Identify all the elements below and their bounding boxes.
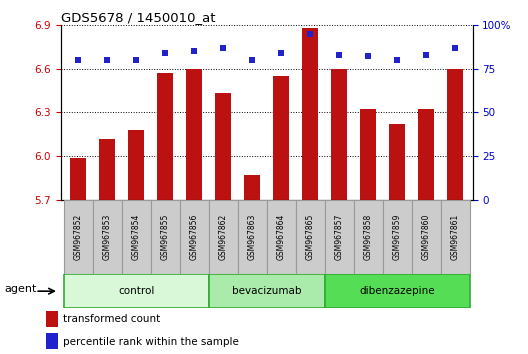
Bar — [186, 69, 202, 200]
Point — [451, 45, 459, 50]
Text: dibenzazepine: dibenzazepine — [360, 286, 435, 296]
Point — [74, 57, 82, 63]
Bar — [92, 200, 121, 274]
Text: GSM967865: GSM967865 — [306, 214, 315, 261]
Point — [161, 50, 169, 56]
Point — [364, 53, 372, 59]
Point — [248, 57, 257, 63]
Text: control: control — [118, 286, 154, 296]
Text: agent: agent — [5, 285, 37, 295]
Bar — [267, 200, 296, 274]
Text: GDS5678 / 1450010_at: GDS5678 / 1450010_at — [61, 11, 215, 24]
Text: GSM967861: GSM967861 — [451, 214, 460, 260]
Bar — [389, 124, 405, 200]
Point — [190, 48, 199, 54]
Bar — [63, 274, 209, 308]
Bar — [244, 175, 260, 200]
Bar — [325, 200, 354, 274]
Text: GSM967854: GSM967854 — [131, 214, 140, 261]
Text: GSM967855: GSM967855 — [161, 214, 169, 261]
Bar — [441, 200, 470, 274]
Bar — [46, 333, 59, 349]
Point — [103, 57, 111, 63]
Point — [132, 57, 140, 63]
Point — [335, 52, 343, 57]
Bar — [360, 109, 376, 200]
Text: GSM967857: GSM967857 — [335, 214, 344, 261]
Text: GSM967856: GSM967856 — [190, 214, 199, 261]
Point — [422, 52, 430, 57]
Bar — [209, 200, 238, 274]
Bar — [302, 28, 318, 200]
Bar — [238, 200, 267, 274]
Bar — [412, 200, 441, 274]
Bar — [215, 93, 231, 200]
Bar — [354, 200, 383, 274]
Text: GSM967859: GSM967859 — [393, 214, 402, 261]
Text: GSM967853: GSM967853 — [102, 214, 111, 261]
Text: percentile rank within the sample: percentile rank within the sample — [63, 337, 239, 347]
Text: GSM967860: GSM967860 — [422, 214, 431, 261]
Bar — [180, 200, 209, 274]
Text: GSM967852: GSM967852 — [73, 214, 82, 260]
Text: GSM967862: GSM967862 — [219, 214, 228, 260]
Bar — [157, 73, 173, 200]
Bar — [70, 158, 86, 200]
Text: GSM967863: GSM967863 — [248, 214, 257, 261]
Point — [277, 50, 285, 56]
Bar — [128, 130, 144, 200]
Bar — [325, 274, 470, 308]
Bar — [447, 69, 463, 200]
Point — [393, 57, 401, 63]
Bar — [418, 109, 434, 200]
Bar — [331, 69, 347, 200]
Bar — [99, 139, 115, 200]
Bar — [46, 311, 59, 327]
Bar — [63, 200, 92, 274]
Point — [219, 45, 228, 50]
Text: bevacizumab: bevacizumab — [232, 286, 301, 296]
Bar — [121, 200, 150, 274]
Bar — [383, 200, 412, 274]
Bar — [150, 200, 180, 274]
Bar — [273, 76, 289, 200]
Text: transformed count: transformed count — [63, 314, 161, 325]
Point — [306, 31, 314, 36]
Text: GSM967858: GSM967858 — [364, 214, 373, 260]
Bar — [296, 200, 325, 274]
Text: GSM967864: GSM967864 — [277, 214, 286, 261]
Bar — [209, 274, 325, 308]
